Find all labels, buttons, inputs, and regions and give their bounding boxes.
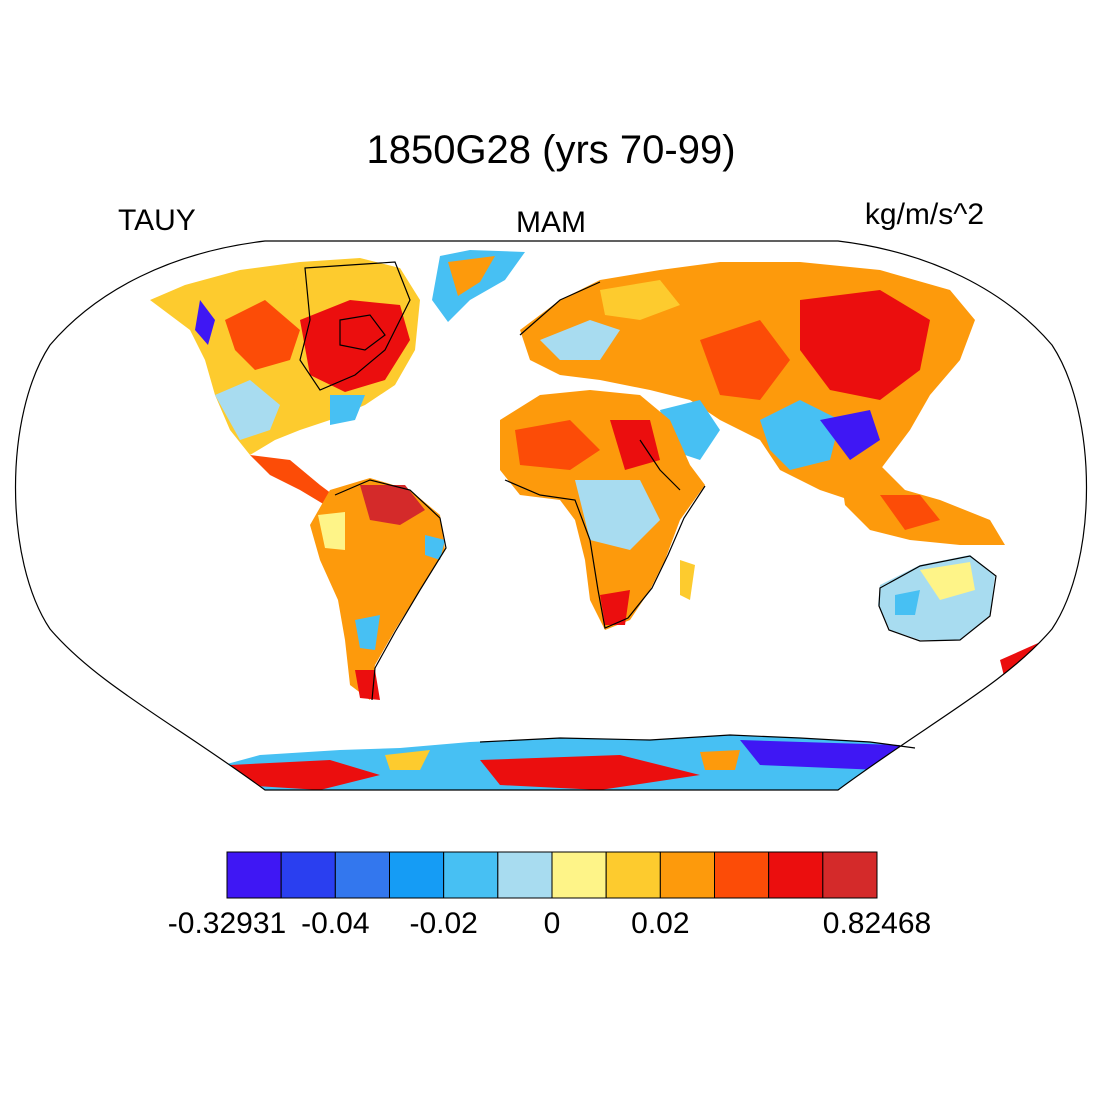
colorbar-tick-label: 0: [543, 907, 561, 940]
map-boundary: [14, 240, 1088, 791]
colorbar-swatch: [822, 851, 878, 899]
colorbar-swatch: [714, 851, 770, 899]
coastlines: [299, 261, 997, 749]
colorbar-swatch: [497, 851, 553, 899]
colorbar-swatch: [280, 851, 336, 899]
land-field: [150, 250, 1050, 790]
colorbar-swatch: [443, 851, 499, 899]
colorbar-tick-label: -0.32931: [167, 907, 287, 940]
colorbar-tick-label: -0.02: [409, 907, 478, 940]
colorbar-tick-label: -0.04: [301, 907, 370, 940]
colorbar-tick-label: 0.82468: [822, 907, 932, 940]
units-label: kg/m/s^2: [864, 198, 984, 231]
colorbar-swatch: [768, 851, 824, 899]
central-america-region: [250, 455, 340, 505]
plot-title: 1850G28 (yrs 70-99): [366, 128, 736, 172]
colorbar-swatch: [226, 851, 282, 899]
colorbar-swatch: [334, 851, 391, 899]
colorbar-swatch: [389, 851, 445, 899]
variable-label: TAUY: [118, 204, 196, 237]
colorbar-swatch: [659, 851, 715, 899]
colorbar-swatch: [605, 851, 661, 899]
season-label: MAM: [516, 206, 586, 239]
colorbar-swatch: [551, 851, 607, 899]
colorbar-tick-label: 0.02: [631, 907, 690, 940]
